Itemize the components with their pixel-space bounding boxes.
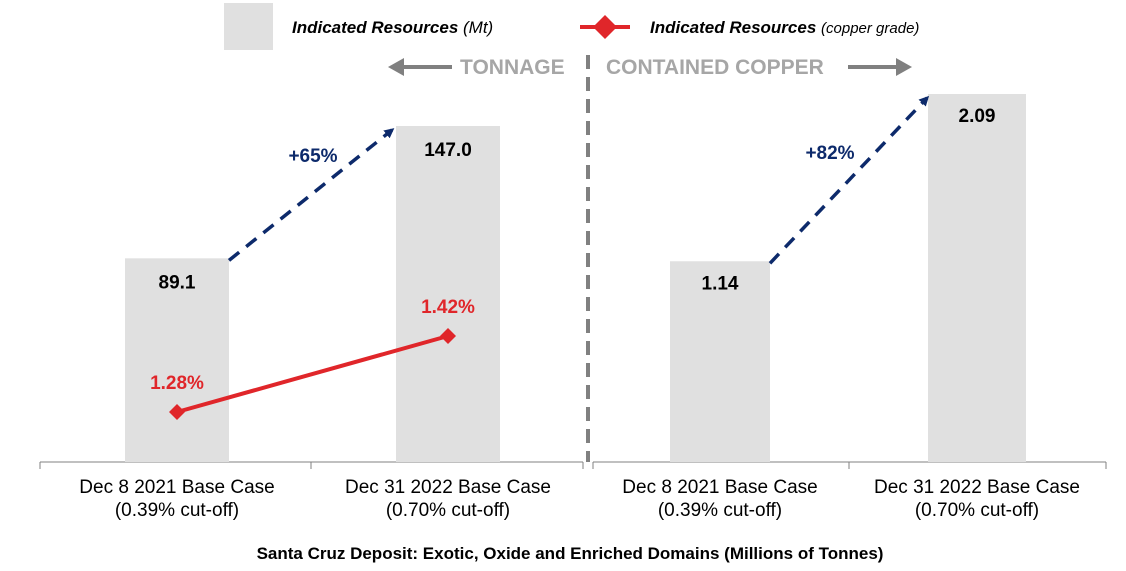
bar-tonnage-2021 bbox=[125, 258, 229, 462]
bar-label-copper-2021: 1.14 bbox=[702, 273, 739, 294]
legend: Indicated Resources (Mt) Indicated Resou… bbox=[224, 3, 919, 50]
chart-footer-title: Santa Cruz Deposit: Exotic, Oxide and En… bbox=[257, 544, 884, 563]
section-headers: TONNAGE CONTAINED COPPER bbox=[388, 56, 912, 79]
category-label-line1: Dec 31 2022 Base Case bbox=[874, 477, 1080, 498]
category-label-line2: (0.70% cut-off) bbox=[386, 500, 510, 521]
axes bbox=[39, 461, 1107, 469]
growth-arrow-tonnage bbox=[227, 128, 395, 262]
grade-line bbox=[176, 334, 449, 414]
category-label-line1: Dec 8 2021 Base Case bbox=[622, 477, 817, 498]
legend-diamond-marker bbox=[593, 15, 617, 39]
legend-bar-swatch bbox=[224, 3, 273, 50]
category-label-line2: (0.70% cut-off) bbox=[915, 500, 1039, 521]
section-label-contained-copper: CONTAINED COPPER bbox=[606, 56, 824, 79]
grade-label-2021: 1.28% bbox=[150, 373, 204, 394]
bar-label-tonnage-2021: 89.1 bbox=[159, 272, 196, 293]
category-label-line2: (0.39% cut-off) bbox=[115, 500, 239, 521]
grade-label-2022: 1.42% bbox=[421, 297, 475, 318]
legend-bar-label: Indicated Resources (Mt) bbox=[292, 18, 493, 37]
category-label-line1: Dec 8 2021 Base Case bbox=[79, 477, 274, 498]
bar-label-tonnage-2022: 147.0 bbox=[424, 140, 472, 161]
copper-panel: 1.14 2.09 +82% bbox=[670, 94, 1026, 462]
bar-copper-2022 bbox=[928, 94, 1026, 462]
section-label-tonnage: TONNAGE bbox=[460, 56, 565, 79]
category-label-line2: (0.39% cut-off) bbox=[658, 500, 782, 521]
bar-tonnage-2022 bbox=[396, 126, 500, 462]
tonnage-panel: 89.1 147.0 +65% 1.28% 1.42% bbox=[125, 126, 500, 462]
grade-point-2021 bbox=[169, 404, 185, 420]
copper-arrow-right-icon bbox=[896, 58, 912, 76]
legend-line-label: Indicated Resources (copper grade) bbox=[650, 18, 919, 37]
tonnage-arrow-left-icon bbox=[388, 58, 404, 76]
growth-arrow-copper bbox=[768, 95, 930, 265]
category-labels: Dec 8 2021 Base Case (0.39% cut-off) Dec… bbox=[79, 477, 1080, 521]
category-label-line1: Dec 31 2022 Base Case bbox=[345, 477, 551, 498]
bar-label-copper-2022: 2.09 bbox=[959, 106, 996, 127]
grade-point-2022 bbox=[440, 328, 456, 344]
growth-label-tonnage: +65% bbox=[288, 146, 337, 167]
growth-label-copper: +82% bbox=[805, 143, 854, 164]
bar-copper-2021 bbox=[670, 261, 770, 462]
